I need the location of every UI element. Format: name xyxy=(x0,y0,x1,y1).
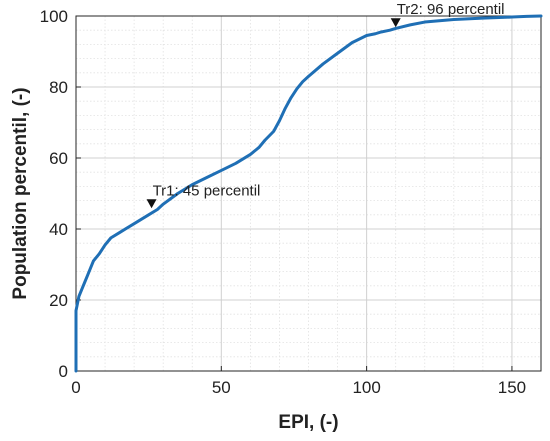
x-tick-label: 50 xyxy=(212,378,231,397)
annotation-label: Tr2: 96 percentil xyxy=(397,1,505,18)
y-axis-ticks: 0 20 40 60 80 100 xyxy=(40,7,81,381)
y-axis-label: Population percentil, (-) xyxy=(10,87,31,299)
annotation-marker xyxy=(146,199,157,209)
y-tick-label: 20 xyxy=(49,291,68,310)
y-tick-label: 60 xyxy=(49,149,68,168)
x-axis-label: EPI, (-) xyxy=(278,412,338,433)
y-tick-label: 40 xyxy=(49,220,68,239)
x-tick-label: 150 xyxy=(498,378,526,397)
annotation-marker xyxy=(390,18,401,28)
minor-grid xyxy=(76,16,542,371)
annotation-label: Tr1: 45 percentil xyxy=(153,182,261,199)
y-tick-label: 0 xyxy=(59,362,68,381)
series-line xyxy=(74,14,543,373)
plot-frame xyxy=(75,15,542,372)
x-tick-label: 100 xyxy=(352,378,380,397)
y-tick-label: 100 xyxy=(40,7,68,26)
y-tick-label: 80 xyxy=(49,78,68,97)
x-axis-ticks: 0 50 100 150 xyxy=(71,366,526,397)
annotations: Tr1: 45 percentil Tr2: 96 percentil xyxy=(146,1,505,209)
x-tick-label: 0 xyxy=(71,378,80,397)
